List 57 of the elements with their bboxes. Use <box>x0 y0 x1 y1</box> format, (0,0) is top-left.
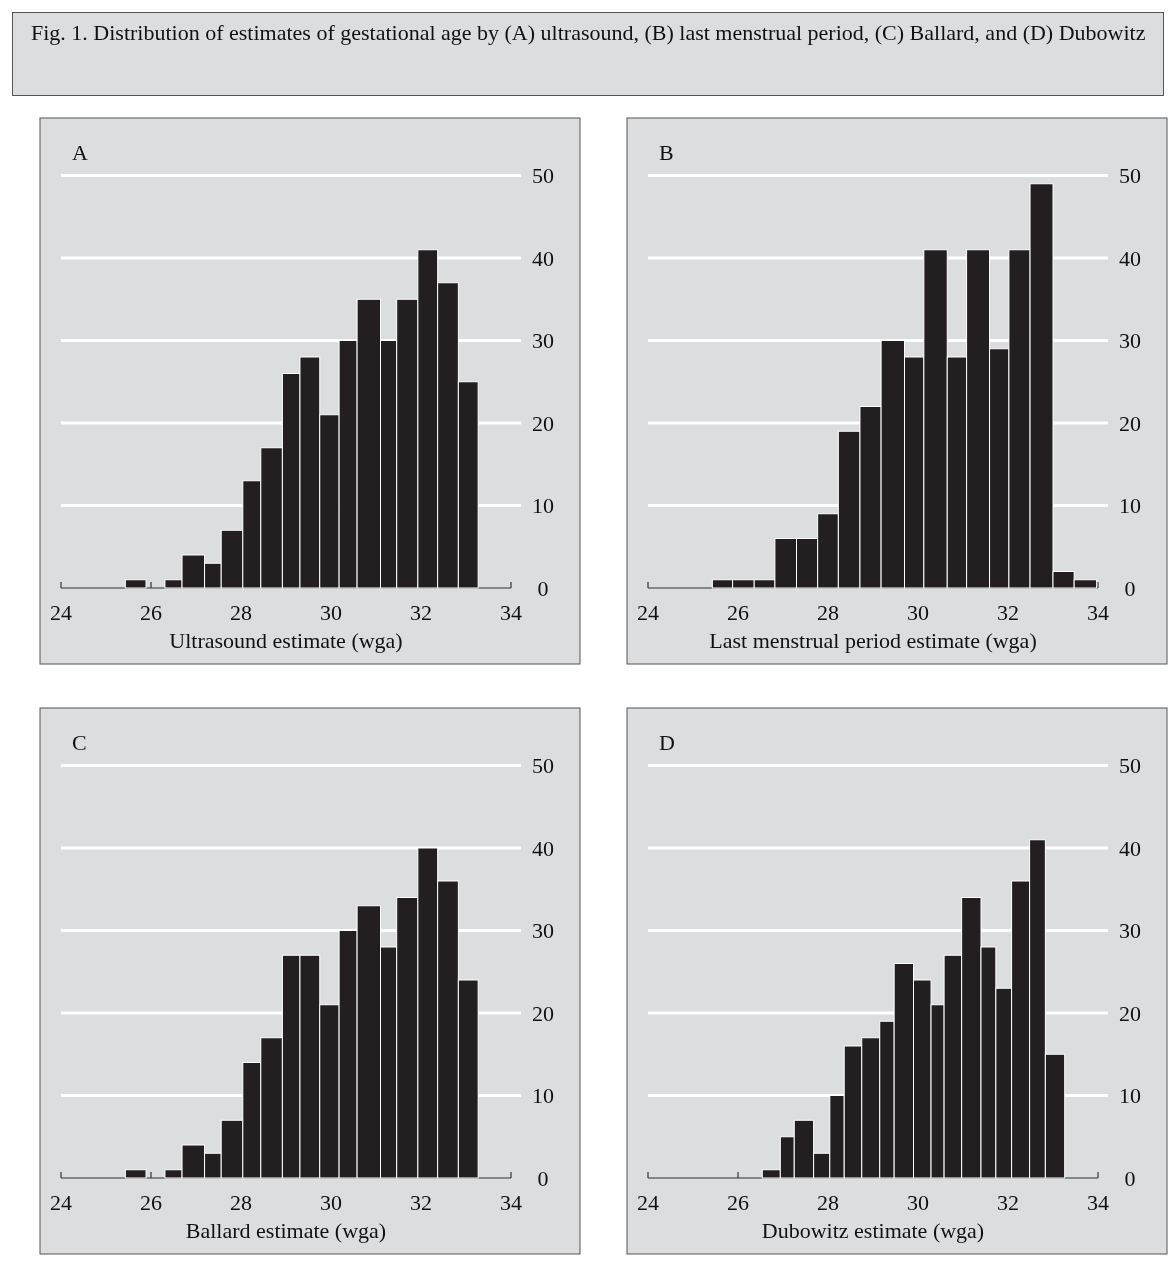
y-tick-label: 40 <box>532 835 554 861</box>
x-tick-label: 26 <box>727 600 749 625</box>
y-tick-label: 10 <box>1119 493 1141 519</box>
y-tick-label: 10 <box>1119 1083 1141 1109</box>
caption: Fig. 1. Distribution of estimates of gestational age by (A) ultrasound, (B) last menstrual period, (C) Ballard, and (D) Dubowitz <box>31 19 1147 47</box>
x-tick-label: 34 <box>500 1190 522 1215</box>
y-tick-label: 0 <box>537 575 549 601</box>
y-tick-label: 0 <box>1124 1165 1136 1191</box>
y-tick-label: 30 <box>532 328 554 354</box>
x-tick-label: 30 <box>907 1190 929 1215</box>
x-tick-label: 30 <box>320 600 342 625</box>
y-tick-label: 30 <box>532 918 554 944</box>
y-tick-label: 50 <box>532 753 554 779</box>
x-tick-label: 28 <box>230 600 252 625</box>
x-tick-label: 30 <box>320 1190 342 1215</box>
y-tick-label: 0 <box>1124 575 1136 601</box>
y-tick-label: 50 <box>1119 753 1141 779</box>
x-tick-label: 34 <box>1087 1190 1109 1215</box>
y-tick-label: 30 <box>1119 918 1141 944</box>
chart-title: D <box>659 730 675 755</box>
x-tick-label: 26 <box>140 1190 162 1215</box>
x-axis-title: Ballard estimate (wga) <box>185 1218 387 1243</box>
y-tick-label: 30 <box>1119 328 1141 354</box>
y-tick-label: 50 <box>532 163 554 189</box>
y-tick-label: 40 <box>1119 245 1141 271</box>
y-tick-label: 10 <box>532 493 554 519</box>
y-tick-label: 20 <box>1119 410 1141 436</box>
chart-title: B <box>659 140 674 165</box>
x-tick-label: 30 <box>907 600 929 625</box>
x-axis-title: Last menstrual period estimate (wga) <box>709 628 1037 653</box>
y-tick-label: 40 <box>532 245 554 271</box>
x-tick-label: 34 <box>500 600 522 625</box>
y-tick-label: 0 <box>537 1165 549 1191</box>
x-tick-label: 24 <box>50 600 72 625</box>
x-tick-label: 32 <box>410 600 432 625</box>
chart-title: A <box>72 140 88 165</box>
x-tick-label: 28 <box>817 1190 839 1215</box>
x-tick-label: 32 <box>997 1190 1019 1215</box>
x-tick-label: 26 <box>727 1190 749 1215</box>
chart-title: C <box>72 730 87 755</box>
y-tick-label: 40 <box>1119 835 1141 861</box>
x-tick-label: 32 <box>410 1190 432 1215</box>
y-tick-label: 50 <box>1119 163 1141 189</box>
x-tick-label: 26 <box>140 600 162 625</box>
x-axis-title: Ultrasound estimate (wga) <box>169 628 403 653</box>
x-tick-label: 28 <box>817 600 839 625</box>
x-tick-label: 34 <box>1087 600 1109 625</box>
x-tick-label: 24 <box>637 600 659 625</box>
y-tick-label: 20 <box>532 1000 554 1026</box>
x-tick-label: 24 <box>50 1190 72 1215</box>
y-tick-label: 20 <box>1119 1000 1141 1026</box>
y-tick-label: 20 <box>532 410 554 436</box>
x-tick-label: 24 <box>637 1190 659 1215</box>
x-tick-label: 28 <box>230 1190 252 1215</box>
y-tick-label: 10 <box>532 1083 554 1109</box>
x-tick-label: 32 <box>997 600 1019 625</box>
x-axis-title: Dubowitz estimate (wga) <box>761 1218 985 1243</box>
